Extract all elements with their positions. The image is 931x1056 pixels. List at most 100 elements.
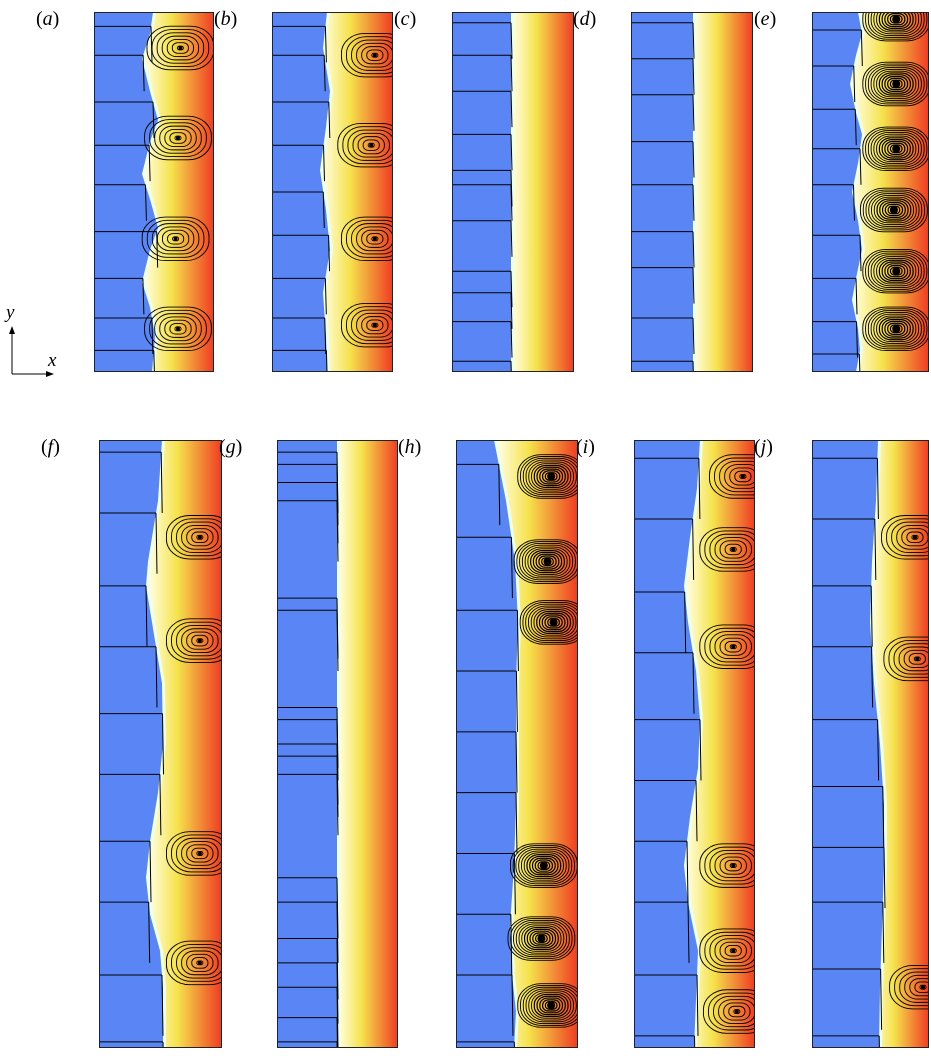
panel-label-e: (e)	[754, 8, 777, 30]
vortex-streamline	[176, 947, 222, 979]
vortex-streamline	[346, 36, 393, 75]
vortex-center	[547, 1001, 556, 1010]
panel-label-c: (c)	[394, 8, 417, 30]
vortex-streamline	[176, 837, 222, 870]
vortex-streamline	[899, 971, 929, 1003]
panel-d	[631, 12, 753, 372]
vortex-streamline	[865, 12, 928, 40]
vortex-streamline	[534, 859, 554, 872]
vortex-streamline	[536, 995, 566, 1016]
vortex-streamline	[166, 940, 222, 986]
vortex-streamline	[867, 12, 925, 38]
vortex-streamline	[699, 928, 755, 973]
vortex-streamline	[366, 233, 384, 245]
vortex-streamline	[881, 515, 929, 560]
streamline	[510, 184, 513, 221]
streamline	[510, 321, 513, 358]
cold-region	[456, 440, 518, 1048]
vortex-streamline	[884, 12, 909, 28]
vortex-streamline	[865, 63, 928, 105]
vortex-streamline	[340, 302, 393, 348]
vortex-center	[197, 960, 202, 965]
panel-frame	[94, 12, 214, 372]
vortex-streamline	[881, 12, 911, 29]
vortex-streamline	[876, 135, 917, 163]
vortex-streamline	[366, 319, 384, 331]
vortex-streamline	[512, 845, 575, 887]
panel-a	[94, 12, 214, 372]
panel-j	[812, 440, 929, 1048]
vortex-streamline	[876, 12, 917, 33]
panel-c	[452, 12, 574, 372]
vortex-streamline	[867, 65, 925, 103]
vortex-streamline	[144, 115, 212, 161]
vortex-streamline	[887, 265, 906, 278]
streamline	[498, 464, 501, 526]
vortex-streamline	[342, 126, 393, 165]
cold-region	[634, 440, 700, 1048]
vortex-streamline	[191, 847, 209, 860]
vortex-streamline	[862, 126, 929, 172]
vortex-streamline	[166, 618, 222, 663]
vortex-streamline	[884, 76, 909, 92]
vortex-streamline	[151, 29, 210, 67]
streamline	[161, 975, 164, 1036]
vortex-streamline	[873, 256, 920, 287]
vortex-streamline	[709, 631, 755, 663]
vortex-streamline	[528, 990, 574, 1021]
vortex-streamline	[346, 306, 393, 345]
vortex-streamline	[191, 957, 209, 969]
vortex-streamline	[889, 964, 929, 1010]
vortex-streamline	[186, 844, 214, 863]
vortex-streamline	[714, 938, 752, 964]
vortex-streamline	[533, 464, 569, 489]
panel-b	[272, 12, 393, 372]
streamline	[692, 22, 695, 59]
streamline	[155, 512, 158, 574]
vortex-streamline	[517, 454, 578, 499]
vortex-streamline	[724, 640, 742, 653]
vortex-streamline	[865, 128, 928, 170]
vortex-streamline	[171, 834, 222, 873]
vortex-streamline	[528, 461, 574, 492]
streamline	[876, 458, 879, 520]
panel-label-f: (f)	[41, 436, 60, 458]
vortex-streamline	[724, 944, 742, 957]
vortex-streamline	[340, 216, 393, 262]
vortex-streamline	[714, 853, 752, 878]
x-axis-label: x	[48, 350, 57, 371]
vortex-streamline	[527, 548, 568, 575]
vortex-streamline	[860, 187, 928, 233]
streamline	[336, 902, 339, 963]
vortex-streamline	[868, 193, 920, 227]
streamline	[325, 350, 328, 372]
vortex-streamline	[865, 250, 928, 292]
vortex-center	[178, 46, 183, 50]
vortex-streamline	[361, 316, 389, 335]
vortex-streamline	[525, 459, 577, 494]
vortex-streamline	[535, 553, 560, 570]
streamline	[323, 145, 325, 182]
vortex-streamline	[714, 457, 755, 496]
vortex-streamline	[159, 316, 197, 342]
vortex-streamline	[870, 12, 922, 37]
cold-region	[812, 12, 862, 372]
vortex-streamline	[714, 634, 752, 660]
vortex-streamline	[337, 122, 393, 168]
vortex-center	[892, 15, 901, 24]
vortex-streamline	[724, 543, 742, 556]
vortex-streamline	[356, 312, 393, 338]
vortex-streamline	[533, 993, 569, 1018]
streamline	[324, 317, 327, 355]
streamline	[510, 271, 513, 308]
panel-label-b: (b)	[214, 8, 238, 30]
vortex-streamline	[909, 978, 929, 997]
vortex-streamline	[186, 953, 214, 972]
vortex-streamline	[536, 466, 566, 487]
streamline	[686, 841, 689, 903]
vortex-streamline	[865, 308, 928, 350]
streamline	[696, 975, 699, 1036]
streamline	[883, 847, 886, 909]
vortex-streamline	[873, 12, 920, 35]
vortex-streamline	[526, 854, 562, 878]
